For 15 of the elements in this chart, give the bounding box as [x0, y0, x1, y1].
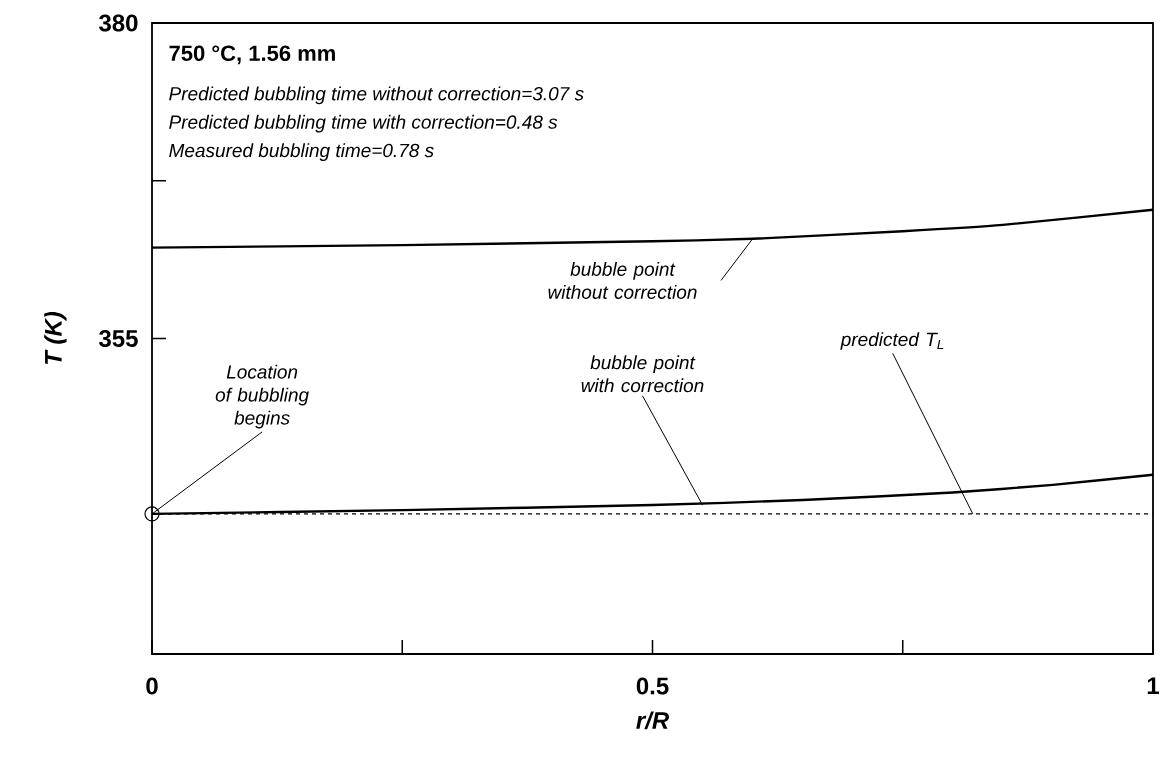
x-tick-label: 0	[146, 677, 158, 695]
annotation: predicted T$_{L}$	[840, 332, 944, 350]
annotation: Predicted bubbling time with correction=0.48 s	[169, 114, 558, 133]
y-tick-label: 355	[98, 329, 138, 347]
annotation: bubble point with correction	[581, 355, 704, 393]
y-axis-title: T (K)	[44, 311, 67, 365]
annotation: Location of bubbling begins	[215, 364, 309, 429]
text: 750 °C, 1.56 mm	[169, 45, 335, 65]
x-tick-label: 1	[1147, 677, 1159, 695]
annotation: Predicted bubbling time without correction=3.07 s	[169, 86, 584, 105]
annotation: bubble point without correction	[548, 261, 697, 299]
y-tick-label: 380	[98, 14, 138, 32]
x-axis-title: r/R	[636, 711, 669, 730]
annotation: Measured bubbling time=0.78 s	[169, 143, 434, 161]
x-tick-label: 0.5	[636, 677, 669, 695]
